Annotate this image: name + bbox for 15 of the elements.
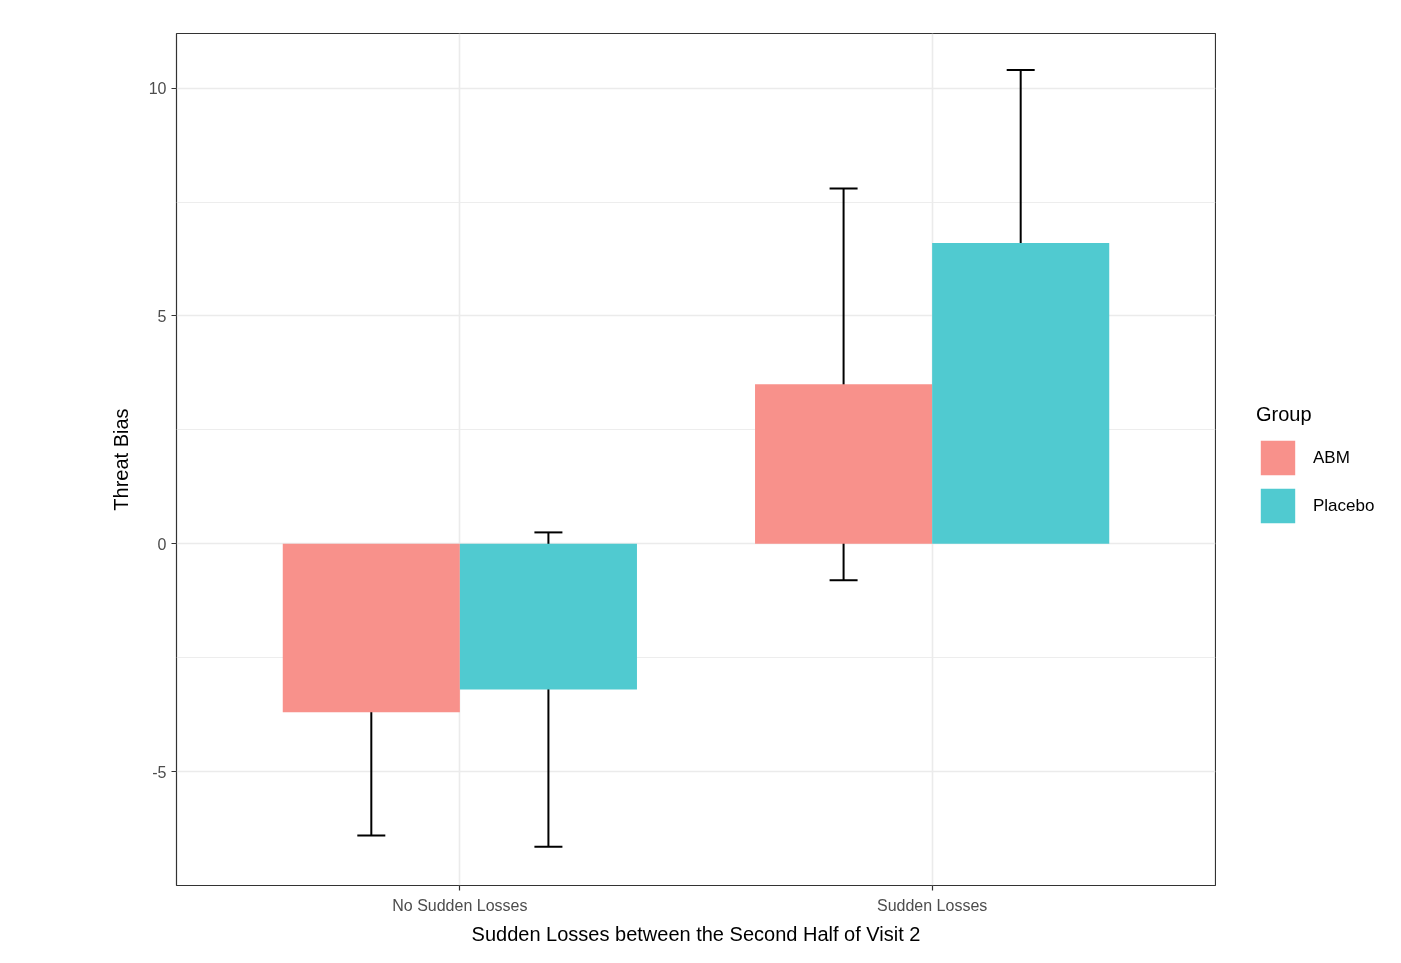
y-axis-title: Threat Bias — [109, 408, 132, 511]
y-tick-label: -5 — [152, 763, 167, 781]
bar — [459, 543, 637, 690]
legend-label: ABM — [1313, 447, 1350, 468]
y-tick-label: 5 — [157, 307, 167, 325]
y-tick-label: 10 — [148, 80, 167, 98]
bar — [282, 543, 460, 713]
bar — [932, 243, 1110, 544]
x-tick-label: No Sudden Losses — [392, 896, 528, 914]
x-tick-label: Sudden Losses — [876, 896, 988, 914]
x-axis-title: Sudden Losses between the Second Half of Visit 2 — [471, 922, 921, 945]
bar — [755, 384, 933, 544]
y-tick-label: 0 — [157, 535, 167, 553]
legend-title: Group — [1256, 403, 1313, 426]
legend-label: Placebo — [1313, 495, 1375, 516]
